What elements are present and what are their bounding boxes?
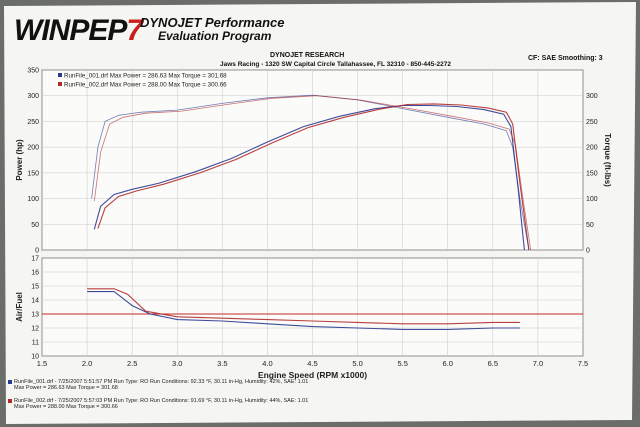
y-tick-label: 100 <box>27 196 39 203</box>
footer-run1: RunFile_001.drf - 7/25/2007 5:51:57 PM R… <box>8 379 308 391</box>
y-tick-label: 250 <box>27 119 39 126</box>
y-tick-label: 200 <box>27 145 39 152</box>
afr-line-run1 <box>87 291 520 330</box>
research-label: DYNOJET RESEARCH <box>270 52 345 59</box>
y-axis-title: Power (hp) <box>15 139 24 181</box>
x-tick-label: 3.5 <box>217 359 227 368</box>
x-tick-label: 5.5 <box>397 359 407 368</box>
x-tick-label: 7.0 <box>533 359 543 368</box>
afr-line-run2 <box>87 288 520 325</box>
legend-entry: RunFile_001.drf Max Power = 286.63 Max T… <box>64 73 227 80</box>
y-tick-label: 300 <box>27 93 39 100</box>
footer-run2: RunFile_002.drf - 7/25/2007 5:57:03 PM R… <box>8 398 308 410</box>
x-tick-label: 1.5 <box>37 359 47 368</box>
y-tick-label: 50 <box>31 222 39 229</box>
power-line-run1 <box>93 104 525 251</box>
y2-tick-label: 300 <box>586 93 598 100</box>
y2-tick-label: 150 <box>586 170 598 177</box>
y-tick-label: 350 <box>27 68 39 75</box>
y2-tick-label: 100 <box>586 196 598 203</box>
run1-swatch-icon <box>8 379 12 384</box>
x-tick-label: 2.5 <box>127 359 137 368</box>
y-tick-label: 11 <box>32 340 39 347</box>
legend-entry: RunFile_002.drf Max Power = 288.00 Max T… <box>64 82 227 89</box>
winpep-logo: WINPEP7 <box>14 14 143 47</box>
y2-axis-title: Torque (ft-lbs) <box>603 133 612 187</box>
x-tick-label: 2.0 <box>82 359 92 368</box>
y2-tick-label: 250 <box>586 119 598 126</box>
y-tick-label: 17 <box>31 256 39 263</box>
y-tick-label: 15 <box>31 284 39 291</box>
x-tick-label: 4.0 <box>262 359 272 368</box>
torque-line-run1 <box>91 94 530 251</box>
y2-tick-label: 0 <box>586 248 590 255</box>
power-line-run2 <box>97 103 530 251</box>
air-fuel-plot: 10 11 12 13 14 15 16 17 1.5 2.0 2.5 3.0 3.5 4.0 4.5 5.0… <box>15 256 588 381</box>
power-torque-plot: 0 50 100 150 200 250 300 350 0 50 100 150 200 250 300 P… <box>15 68 612 255</box>
x-tick-label: 6.5 <box>488 359 498 368</box>
y-tick-label: 16 <box>31 270 39 277</box>
x-tick-label: 4.5 <box>307 359 317 368</box>
run2-swatch-icon <box>8 398 12 403</box>
x-tick-label: 6.0 <box>443 359 453 368</box>
x-tick-label: 7.5 <box>578 359 588 368</box>
x-axis-title: Engine Speed (RPM x1000) <box>258 370 367 380</box>
y-tick-label: 10 <box>31 354 39 361</box>
y2-tick-label: 200 <box>586 145 598 152</box>
y-tick-label: 0 <box>35 248 39 255</box>
x-tick-label: 5.0 <box>352 359 362 368</box>
y-tick-label: 14 <box>31 298 39 305</box>
y-tick-label: 150 <box>27 170 39 177</box>
y-axis-title: Air/Fuel <box>15 292 24 322</box>
legend-swatch-icon <box>58 82 62 86</box>
x-tick-label: 3.0 <box>172 359 182 368</box>
program-title: DYNOJET Performance <box>140 15 285 30</box>
y-tick-label: 13 <box>31 312 39 319</box>
torque-line-run2 <box>93 95 532 251</box>
program-subtitle: Evaluation Program <box>158 29 272 43</box>
y2-tick-label: 50 <box>586 222 594 229</box>
y-tick-label: 12 <box>31 326 39 333</box>
legend-swatch-icon <box>58 73 62 77</box>
address-line: Jaws Racing - 1320 SW Capital Circle Tal… <box>220 61 451 68</box>
settings-label: CF: SAE Smoothing: 3 <box>528 55 603 62</box>
